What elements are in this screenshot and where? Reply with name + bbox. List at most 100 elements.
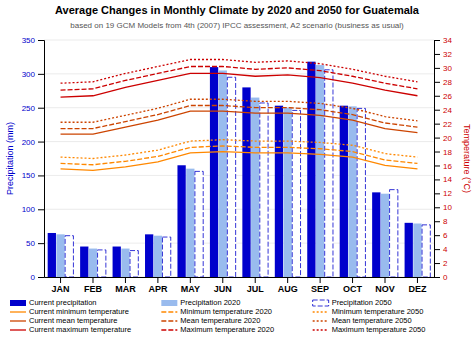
grid-line (44, 40, 434, 41)
bar (80, 247, 88, 277)
tick-mark (434, 277, 440, 278)
tick-label: 350 (22, 36, 36, 45)
legend-item: Minimum temperature 2050 (313, 307, 424, 316)
bar (186, 169, 194, 277)
legend-swatch (10, 329, 26, 330)
tick-mark (287, 277, 288, 283)
tick: 28 (434, 78, 452, 87)
bar (227, 77, 235, 277)
tick-label: 300 (22, 70, 36, 79)
tick-label: 2 (443, 259, 448, 268)
legend-label: Current mean temperature (29, 316, 117, 325)
y-axis: 050100150200250300350 (22, 36, 45, 282)
bar (242, 87, 250, 277)
y-axis-title: Precipitation (mm) (5, 122, 15, 195)
tick-mark (434, 165, 440, 166)
bar (154, 236, 162, 277)
legend-label: Maximum temperature 2050 (332, 325, 426, 334)
title: Average Changes in Monthly Climate by 20… (55, 4, 420, 16)
line (61, 111, 418, 134)
tick-label: 200 (22, 138, 36, 147)
legend-label: Current maximum temperature (29, 325, 131, 334)
bar (413, 224, 421, 277)
tick: 8 (434, 217, 448, 226)
tick: 32 (434, 50, 452, 59)
legend-swatch (10, 300, 26, 306)
tick-label: MAR (115, 284, 136, 294)
tick-label: 0 (443, 273, 448, 282)
legend-label: Mean temperature 2050 (332, 316, 412, 325)
legend-swatch (313, 300, 329, 306)
tick-mark (434, 207, 440, 208)
legend-item: Precipitation 2020 (161, 298, 240, 307)
tick-mark (38, 209, 44, 210)
tick-label: 30 (443, 64, 452, 73)
tick: AUG (278, 277, 298, 294)
tick-mark (434, 82, 440, 83)
tick-label: 250 (22, 104, 36, 113)
tick-label: 8 (443, 217, 448, 226)
legend-swatch (161, 329, 177, 330)
tick: 22 (434, 120, 452, 129)
tick-label: 0 (31, 273, 36, 282)
axis-line (435, 41, 441, 278)
line (61, 60, 418, 84)
marks (48, 60, 431, 277)
tick: 200 (22, 138, 44, 147)
tick-label: 20 (443, 134, 452, 143)
tick-mark (434, 235, 440, 236)
bar (56, 234, 64, 277)
tick-mark (38, 142, 44, 143)
plot-area: JANFEBMARAPRMAYJUNJULAUGSEPOCTNOVDEZ0501… (22, 36, 453, 294)
tick: 2 (434, 259, 448, 268)
bar (275, 106, 283, 277)
tick: SEP (311, 277, 329, 294)
bar (390, 190, 398, 277)
tick-label: DEZ (408, 284, 427, 294)
bar (284, 108, 292, 277)
tick: 30 (434, 64, 452, 73)
legend-label: Current minimum temperature (29, 307, 129, 316)
tick: 6 (434, 231, 448, 240)
tick: 24 (434, 106, 452, 115)
y2-axis: 0246810121416182022242628303234 (434, 36, 452, 282)
tick: MAR (115, 277, 136, 294)
tick-label: JUN (214, 284, 232, 294)
bar (292, 110, 300, 277)
legend-item: Current mean temperature (10, 316, 117, 325)
tick-mark (125, 277, 126, 283)
legend-item: Current maximum temperature (10, 325, 131, 334)
grid-line (44, 175, 434, 176)
legend-label: Mean temperature 2020 (180, 316, 260, 325)
tick: 4 (434, 245, 448, 254)
tick-mark (434, 152, 440, 153)
legend-label: Current precipitation (29, 298, 97, 307)
legend-item: Mean temperature 2050 (313, 316, 412, 325)
bar (381, 194, 389, 277)
tick: 20 (434, 134, 452, 143)
tick-mark (222, 277, 223, 283)
tick-label: JUL (247, 284, 265, 294)
tick-label: 18 (443, 148, 452, 157)
subtitle: based on 19 GCM Models from 4th (2007) I… (70, 21, 404, 30)
tick: 300 (22, 70, 44, 79)
tick-mark (38, 40, 44, 41)
tick-label: 4 (443, 245, 448, 254)
tick-label: SEP (311, 284, 329, 294)
tick: OCT (343, 277, 363, 294)
legend-item: Maximum temperature 2020 (161, 325, 274, 334)
tick: NOV (375, 277, 395, 294)
bar-series (56, 65, 421, 277)
grid (44, 40, 434, 277)
legend-swatch (161, 320, 177, 321)
bar (325, 70, 333, 277)
tick: 250 (22, 104, 44, 113)
bar (48, 233, 56, 277)
tick: DEZ (408, 277, 427, 294)
legend-item: Maximum temperature 2050 (313, 325, 426, 334)
tick: 26 (434, 92, 452, 101)
line (61, 106, 418, 129)
legend-swatch (161, 300, 177, 306)
line (61, 66, 418, 90)
tick: 0 (434, 273, 448, 282)
